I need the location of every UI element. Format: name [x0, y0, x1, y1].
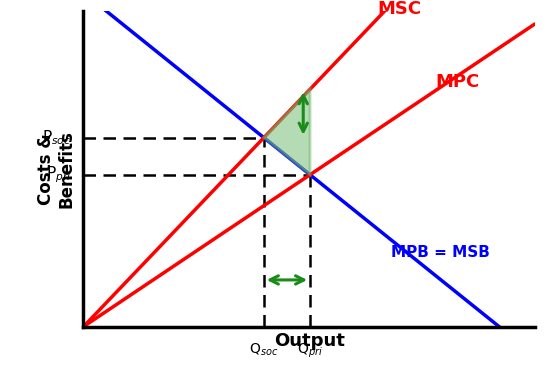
Polygon shape: [264, 89, 310, 175]
Text: Q$_{pri}$: Q$_{pri}$: [297, 341, 323, 360]
Text: Q$_{soc}$: Q$_{soc}$: [249, 341, 279, 358]
X-axis label: Output: Output: [274, 331, 344, 350]
Text: P$_{soc}$: P$_{soc}$: [43, 128, 72, 147]
Text: MSC: MSC: [377, 0, 421, 18]
Text: MPB = MSB: MPB = MSB: [391, 245, 490, 260]
Text: P$_{pri}$: P$_{pri}$: [46, 164, 72, 185]
Text: MPC: MPC: [436, 73, 480, 91]
Y-axis label: Costs &
Benefits: Costs & Benefits: [37, 130, 76, 208]
